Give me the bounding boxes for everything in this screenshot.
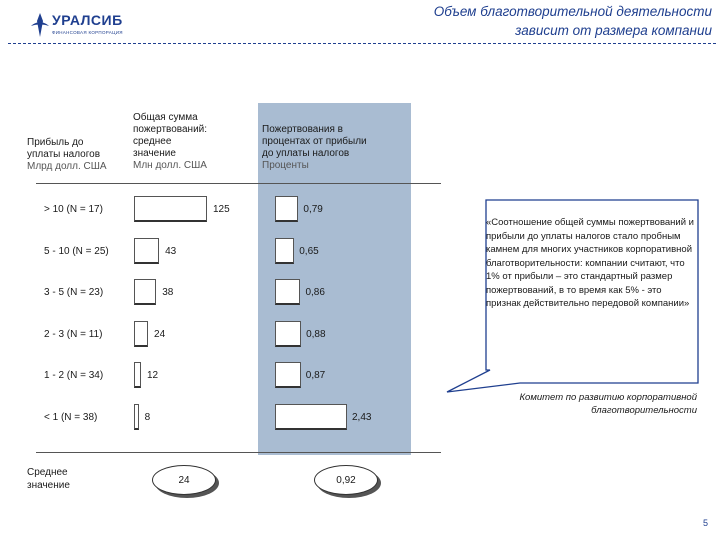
category-label: 1 - 2 (N = 34) bbox=[44, 370, 104, 381]
donations-bar bbox=[134, 320, 149, 347]
category-label: 5 - 10 (N = 25) bbox=[44, 245, 109, 257]
logo-mark-icon bbox=[31, 13, 49, 37]
category-label: > 10 (N = 17) bbox=[44, 204, 103, 215]
average-percent-value: 0,92 bbox=[336, 474, 356, 486]
title-line-2: зависит от размера компании bbox=[515, 23, 712, 38]
logo-subtitle: ФИНАНСОВАЯ КОРПОРАЦИЯ bbox=[52, 30, 123, 35]
percent-bar bbox=[275, 196, 299, 222]
percent-bar bbox=[275, 237, 295, 264]
percent-value-label: 0,88 bbox=[306, 328, 326, 340]
percent-value-label: 0,86 bbox=[305, 287, 325, 298]
donations-value-label: 43 bbox=[165, 245, 177, 257]
average-donations-value: 24 bbox=[178, 474, 190, 486]
quote-attribution: Комитет по развитию корпоративной благот… bbox=[519, 392, 697, 416]
donations-bar bbox=[134, 279, 157, 305]
title-divider bbox=[8, 43, 716, 44]
average-percent-ellipse: 0,92 bbox=[314, 465, 378, 495]
percent-value-label: 2,43 bbox=[352, 411, 372, 423]
page-title: Объем благотворительной деятельности зав… bbox=[434, 2, 712, 40]
donations-bar bbox=[134, 196, 207, 222]
page-number: 5 bbox=[702, 518, 708, 528]
quote-bubble-outline bbox=[446, 199, 699, 393]
percent-bar bbox=[275, 403, 347, 430]
donations-bar bbox=[134, 403, 139, 430]
header-donations-line: значение bbox=[133, 148, 176, 159]
percent-bar bbox=[275, 320, 302, 347]
header-percent-line: до уплаты налогов bbox=[262, 148, 350, 159]
chart-bottom-divider bbox=[36, 452, 441, 453]
header-profit-unit: Млрд долл. США bbox=[27, 161, 107, 172]
donations-value-label: 8 bbox=[144, 411, 151, 423]
logo-name: УРАЛСИБ bbox=[52, 12, 123, 28]
percent-bar bbox=[275, 279, 301, 305]
header-percent-line: процентах от прибыли bbox=[262, 136, 367, 147]
average-label-line: Среднее bbox=[27, 467, 68, 478]
header-profit: Прибыль до уплаты налогов Млрд долл. США bbox=[27, 137, 107, 173]
header-donations-line: среднее bbox=[133, 136, 172, 147]
average-label: Среднее значение bbox=[27, 466, 70, 492]
header-percent-line: Пожертвования в bbox=[262, 124, 343, 135]
donations-value-label: 24 bbox=[154, 328, 166, 340]
donations-bar bbox=[134, 362, 141, 388]
header-percent: Пожертвования в процентах от прибыли до … bbox=[262, 124, 367, 172]
header-donations: Общая сумма пожертвований: среднее значе… bbox=[133, 112, 207, 172]
category-label: 2 - 3 (N = 11) bbox=[44, 328, 103, 340]
average-donations-ellipse: 24 bbox=[152, 465, 216, 495]
percent-value-label: 0,79 bbox=[303, 204, 323, 215]
donations-bar bbox=[134, 237, 160, 264]
title-line-1: Объем благотворительной деятельности bbox=[433, 4, 712, 19]
donations-value-label: 38 bbox=[162, 287, 174, 298]
donations-value-label: 12 bbox=[147, 370, 159, 381]
header-profit-line: Прибыль до bbox=[27, 137, 84, 148]
header-profit-line: уплаты налогов bbox=[27, 149, 101, 160]
average-label-line: значение bbox=[27, 480, 70, 491]
percent-bar bbox=[275, 362, 301, 388]
header-donations-line: пожертвований: bbox=[133, 124, 208, 135]
percent-value-label: 0,65 bbox=[299, 245, 319, 257]
header-donations-line: Общая сумма bbox=[133, 112, 198, 123]
percent-value-label: 0,87 bbox=[305, 370, 326, 381]
donations-value-label: 125 bbox=[213, 204, 230, 215]
category-label: 3 - 5 (N = 23) bbox=[44, 287, 104, 298]
header-percent-unit: Проценты bbox=[262, 160, 309, 171]
company-logo: УРАЛСИБ ФИНАНСОВАЯ КОРПОРАЦИЯ bbox=[30, 12, 140, 42]
category-label: < 1 (N = 38) bbox=[44, 411, 98, 423]
header-divider bbox=[36, 183, 441, 184]
header-donations-unit: Млн долл. США bbox=[133, 160, 207, 171]
quote-text: «Соотношение общей суммы пожертвований и… bbox=[486, 217, 694, 309]
